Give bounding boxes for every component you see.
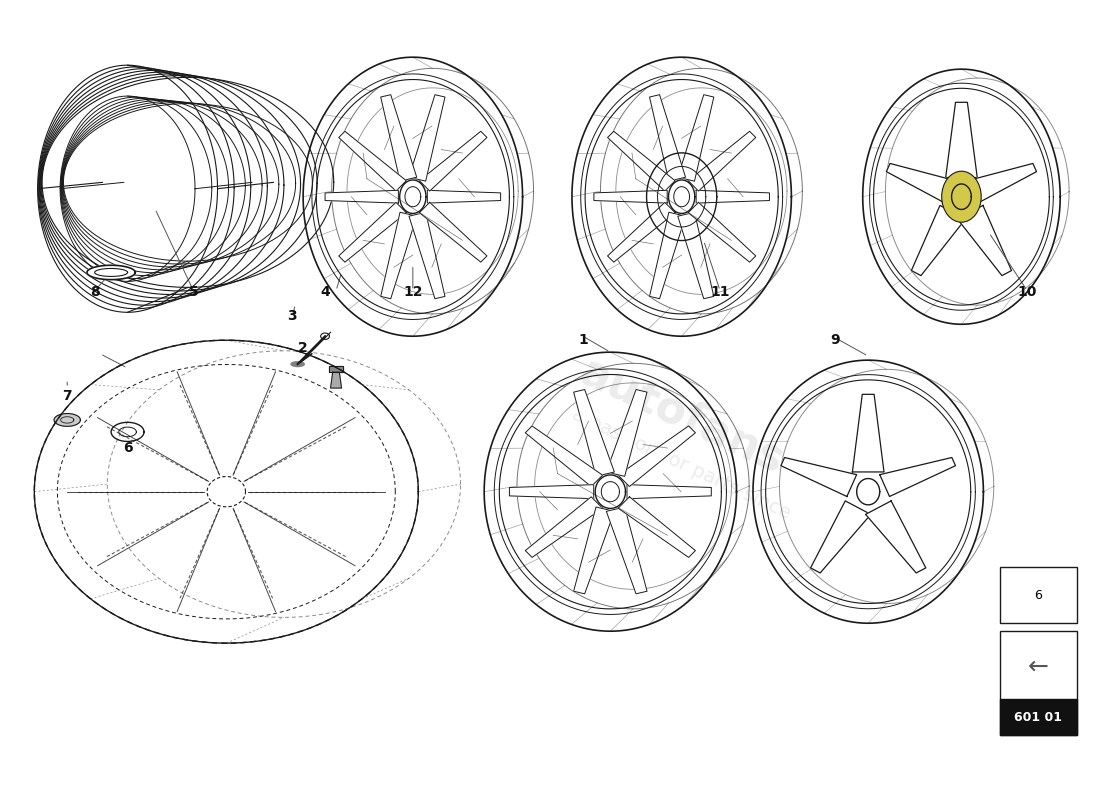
Text: 4: 4 bbox=[320, 286, 330, 299]
Polygon shape bbox=[887, 163, 953, 202]
Polygon shape bbox=[781, 458, 857, 497]
Polygon shape bbox=[419, 131, 487, 191]
Polygon shape bbox=[339, 202, 406, 262]
Text: ←: ← bbox=[1027, 655, 1048, 679]
Polygon shape bbox=[866, 501, 926, 573]
Text: a passion for parts since: a passion for parts since bbox=[570, 405, 794, 523]
Text: autofans: autofans bbox=[572, 350, 791, 482]
Polygon shape bbox=[606, 507, 647, 594]
Polygon shape bbox=[381, 94, 417, 181]
Polygon shape bbox=[326, 190, 398, 203]
Polygon shape bbox=[880, 458, 956, 497]
Polygon shape bbox=[292, 362, 305, 366]
FancyBboxPatch shape bbox=[1000, 567, 1077, 623]
Polygon shape bbox=[330, 366, 342, 372]
Polygon shape bbox=[606, 390, 647, 476]
Text: 12: 12 bbox=[403, 286, 422, 299]
Polygon shape bbox=[526, 497, 603, 558]
Polygon shape bbox=[509, 485, 594, 498]
Polygon shape bbox=[649, 212, 685, 298]
Text: 2: 2 bbox=[298, 341, 308, 355]
Text: 9: 9 bbox=[830, 334, 840, 347]
Text: 8: 8 bbox=[90, 286, 99, 299]
Text: 1: 1 bbox=[578, 334, 587, 347]
Polygon shape bbox=[957, 206, 1012, 276]
Polygon shape bbox=[689, 202, 756, 262]
Polygon shape bbox=[607, 131, 675, 191]
Polygon shape bbox=[111, 422, 144, 442]
Ellipse shape bbox=[942, 171, 981, 222]
Polygon shape bbox=[419, 202, 487, 262]
Polygon shape bbox=[339, 131, 406, 191]
Polygon shape bbox=[696, 190, 769, 203]
Polygon shape bbox=[970, 163, 1036, 202]
Text: 7: 7 bbox=[63, 389, 72, 403]
Polygon shape bbox=[649, 94, 685, 181]
Polygon shape bbox=[618, 497, 695, 558]
Polygon shape bbox=[331, 372, 341, 388]
Polygon shape bbox=[427, 190, 500, 203]
Polygon shape bbox=[573, 390, 615, 476]
Polygon shape bbox=[811, 501, 871, 573]
Polygon shape bbox=[409, 212, 446, 298]
Polygon shape bbox=[381, 212, 417, 298]
Polygon shape bbox=[627, 485, 712, 498]
Text: 6: 6 bbox=[123, 441, 132, 455]
Polygon shape bbox=[607, 202, 675, 262]
Text: 10: 10 bbox=[1018, 286, 1037, 299]
Polygon shape bbox=[678, 212, 714, 298]
Text: 601 01: 601 01 bbox=[1014, 710, 1063, 724]
Text: 5: 5 bbox=[188, 286, 198, 299]
Polygon shape bbox=[912, 206, 966, 276]
Polygon shape bbox=[946, 102, 977, 178]
Polygon shape bbox=[678, 94, 714, 181]
Polygon shape bbox=[409, 94, 446, 181]
FancyBboxPatch shape bbox=[1000, 699, 1077, 735]
Polygon shape bbox=[618, 426, 695, 486]
Polygon shape bbox=[594, 190, 668, 203]
Polygon shape bbox=[852, 394, 884, 472]
Text: 3: 3 bbox=[287, 310, 297, 323]
Polygon shape bbox=[87, 266, 135, 280]
FancyBboxPatch shape bbox=[1000, 631, 1077, 735]
Polygon shape bbox=[689, 131, 756, 191]
Text: 6: 6 bbox=[1034, 589, 1042, 602]
Polygon shape bbox=[54, 414, 80, 426]
Polygon shape bbox=[526, 426, 603, 486]
Text: 11: 11 bbox=[711, 286, 729, 299]
Polygon shape bbox=[573, 507, 615, 594]
